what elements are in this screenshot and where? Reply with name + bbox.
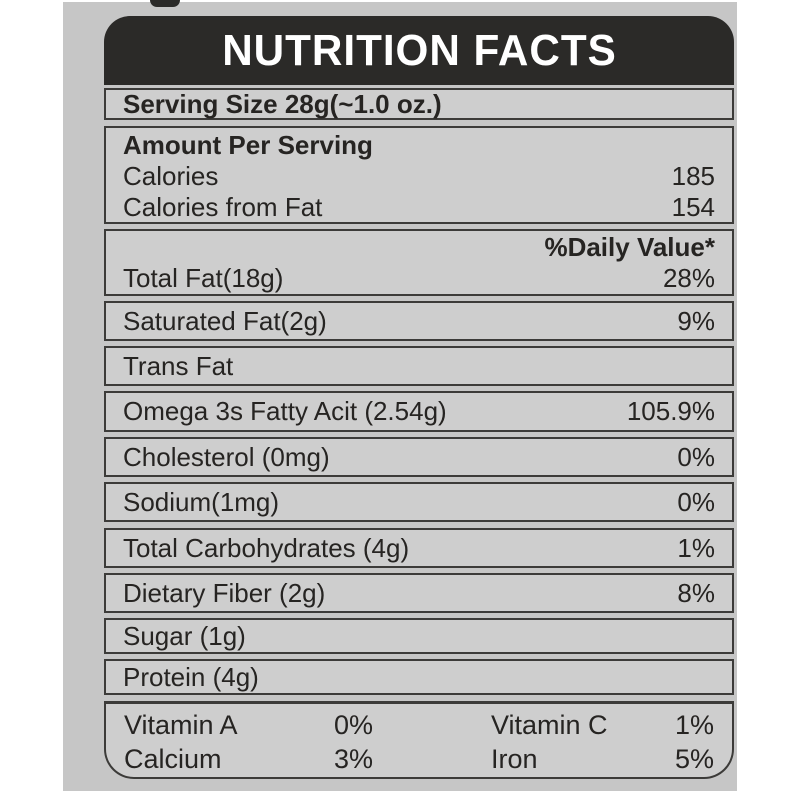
amount-per-serving-header: Amount Per Serving bbox=[123, 130, 373, 160]
saturated-fat-row: Saturated Fat(2g) 9% bbox=[104, 301, 734, 341]
vitamin-a-value: 0% bbox=[333, 709, 373, 740]
calories-value: 185 bbox=[671, 161, 715, 191]
protein-label: Protein (4g) bbox=[123, 661, 259, 692]
vitamin-a-label: Vitamin A bbox=[124, 709, 238, 740]
dietary-fiber-label: Dietary Fiber (2g) bbox=[123, 577, 326, 608]
calcium-value: 3% bbox=[333, 743, 373, 774]
sugar-row: Sugar (1g) bbox=[104, 618, 734, 654]
calcium-cell: Calcium 3% bbox=[124, 742, 419, 776]
total-fat-row: Total Fat(18g) 28% bbox=[123, 263, 715, 294]
total-fat-label: Total Fat(18g) bbox=[123, 263, 284, 293]
iron-label: Iron bbox=[491, 743, 538, 774]
serving-size-text: Serving Size 28g(~1.0 oz.) bbox=[123, 88, 442, 119]
label-title: NUTRITION FACTS bbox=[221, 25, 617, 75]
sodium-row: Sodium(1mg) 0% bbox=[104, 482, 734, 522]
calories-from-fat-row: Calories from Fat 154 bbox=[123, 192, 715, 223]
omega-3s-label: Omega 3s Fatty Acit (2.54g) bbox=[123, 396, 447, 426]
trans-fat-label: Trans Fat bbox=[123, 350, 234, 381]
iron-cell: Iron 5% bbox=[419, 742, 714, 776]
total-fat-value: 28% bbox=[662, 263, 715, 293]
saturated-fat-value: 9% bbox=[677, 305, 715, 336]
vitamin-c-cell: Vitamin C 1% bbox=[419, 708, 714, 742]
calories-from-fat-value: 154 bbox=[671, 192, 715, 222]
calories-row: Calories 185 bbox=[123, 161, 715, 192]
dietary-fiber-row: Dietary Fiber (2g) 8% bbox=[104, 573, 734, 613]
total-carbohydrates-row: Total Carbohydrates (4g) 1% bbox=[104, 528, 734, 568]
micronutrients-section: Vitamin A 0% Vitamin C 1% Calcium 3% Iro… bbox=[104, 701, 734, 779]
sodium-value: 0% bbox=[677, 486, 715, 517]
calories-from-fat-label: Calories from Fat bbox=[123, 192, 323, 222]
omega-3s-value: 105.9% bbox=[626, 396, 715, 426]
omega-3s-row: Omega 3s Fatty Acit (2.54g) 105.9% bbox=[104, 391, 734, 432]
vitamin-c-label: Vitamin C bbox=[491, 709, 608, 740]
sugar-label: Sugar (1g) bbox=[123, 620, 246, 651]
saturated-fat-label: Saturated Fat(2g) bbox=[123, 305, 327, 336]
daily-value-section: %Daily Value* Total Fat(18g) 28% bbox=[104, 229, 734, 296]
cholesterol-value: 0% bbox=[677, 441, 715, 472]
decorative-blob bbox=[150, 0, 180, 7]
vitamin-a-cell: Vitamin A 0% bbox=[124, 708, 419, 742]
dietary-fiber-value: 8% bbox=[677, 577, 715, 608]
calories-label: Calories bbox=[123, 161, 219, 191]
total-carbohydrates-value: 1% bbox=[677, 532, 715, 563]
nutrition-facts-label: NUTRITION FACTS Serving Size 28g(~1.0 oz… bbox=[104, 16, 734, 779]
cholesterol-label: Cholesterol (0mg) bbox=[123, 441, 330, 472]
cholesterol-row: Cholesterol (0mg) 0% bbox=[104, 437, 734, 477]
label-header: NUTRITION FACTS bbox=[104, 16, 734, 85]
calcium-label: Calcium bbox=[124, 743, 222, 774]
iron-value: 5% bbox=[674, 743, 714, 774]
serving-size-row: Serving Size 28g(~1.0 oz.) bbox=[104, 88, 734, 120]
total-carbohydrates-label: Total Carbohydrates (4g) bbox=[123, 532, 410, 563]
sodium-label: Sodium(1mg) bbox=[123, 486, 280, 517]
daily-value-header: %Daily Value* bbox=[544, 232, 715, 262]
amount-per-serving-section: Amount Per Serving Calories 185 Calories… bbox=[104, 126, 734, 224]
trans-fat-row: Trans Fat bbox=[104, 346, 734, 386]
vitamin-c-value: 1% bbox=[674, 709, 714, 740]
protein-row: Protein (4g) bbox=[104, 659, 734, 695]
